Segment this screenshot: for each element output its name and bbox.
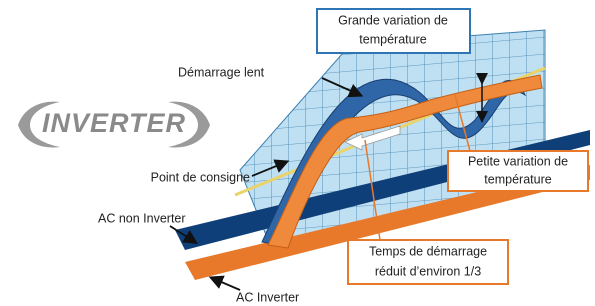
label-text: Grande variation de <box>338 13 448 27</box>
diagram: INVERTER Grande variation de température… <box>0 0 595 306</box>
label-text: Temps de démarrage <box>369 244 487 258</box>
logo-text: INVERTER <box>42 108 186 138</box>
label-text: Démarrage lent <box>178 65 265 79</box>
label-text: température <box>359 32 426 46</box>
label-text: réduit d’environ 1/3 <box>375 264 481 278</box>
label-text: AC Inverter <box>236 290 299 304</box>
label-text: Point de consigne <box>151 170 250 184</box>
pointer-arrow <box>212 278 240 290</box>
label-text: Petite variation de <box>468 154 568 168</box>
label-text: AC non Inverter <box>98 211 186 225</box>
label-text: température <box>484 172 551 186</box>
